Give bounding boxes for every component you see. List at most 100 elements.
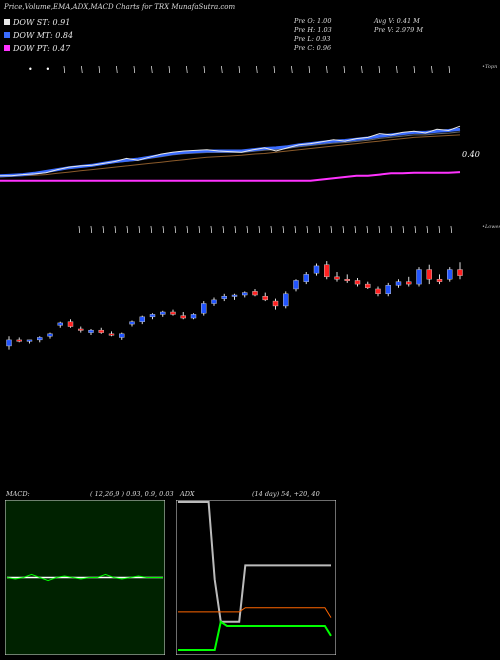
candle-body (457, 269, 463, 276)
candle-body (180, 315, 186, 319)
candle-body (375, 288, 381, 294)
arrow-mark: \ (138, 225, 141, 234)
arrow-mark: \ (221, 65, 224, 74)
arrow-mark: \ (326, 65, 329, 74)
legend-label-pt: DOW PT: 0.47 (13, 43, 71, 53)
candle-body (37, 337, 43, 341)
arrow-mark: \ (78, 225, 81, 234)
legend-dow-pt: DOW PT: 0.47 (4, 43, 70, 53)
ema-panel: • • \ \ \ \ \ \ \ \ \ \ \ \ \ \ \ \ \ \ \ \ \ \ \ •Topn 0.40 (0, 64, 497, 182)
arrow-mark: \ (151, 65, 154, 74)
legend-swatch-pt (4, 45, 10, 51)
arrow-mark: \ (396, 65, 399, 74)
arrow-mark: \ (414, 225, 417, 234)
candle-body (16, 339, 22, 342)
arrow-mark: \ (81, 65, 84, 74)
ema-value-label: 0.40 (462, 150, 480, 159)
candle-body (78, 328, 84, 331)
macd-params: ( 12,26,9 ) 0.93, 0.9, 0.03 (90, 490, 174, 498)
minus-di-line (178, 607, 332, 618)
legend-label-st: DOW ST: 0.91 (13, 17, 71, 27)
candle-body (129, 321, 135, 325)
arrow-mark: \ (258, 225, 261, 234)
arrow-mark: \ (256, 65, 259, 74)
pt-line (0, 171, 461, 182)
plus-di-line (178, 620, 332, 651)
stat-high: Pre H: 1.03 (294, 26, 332, 34)
arrow-mark: \ (273, 65, 276, 74)
arrow-mark: \ (98, 65, 101, 74)
candle-body (160, 311, 166, 315)
legend-swatch-mt (4, 32, 10, 38)
arrow-mark: • (28, 65, 33, 74)
candle-body (293, 280, 299, 290)
arrow-mark: \ (294, 225, 297, 234)
candle-body (365, 283, 371, 288)
price-panel: \ \ \ \ \ \ \ \ \ \ \ \ \ \ \ \ \ \ \ \ \ \ \ \ \ \ \ \ \ \ \ \ •Lowes (6, 224, 500, 350)
candle-body (354, 280, 361, 285)
arrow-mark: \ (246, 225, 249, 234)
arrow-mark: \ (343, 65, 346, 74)
candle-body (344, 279, 350, 281)
adx-title: ADX (180, 490, 195, 498)
candle-body (26, 339, 33, 342)
ema-top-right-label: •Topn (482, 64, 497, 70)
arrow-mark: \ (222, 225, 225, 234)
candle-body (88, 329, 94, 333)
chart-title: Price,Volume,EMA,ADX,MACD Charts for TRX (4, 3, 170, 11)
arrow-mark: \ (318, 225, 321, 234)
price-line (0, 125, 461, 177)
arrow-mark: \ (306, 225, 309, 234)
arrow-mark: \ (361, 65, 364, 74)
candle-body (98, 329, 104, 333)
candle-body (406, 281, 412, 285)
arrow-mark: \ (203, 65, 206, 74)
arrow-mark: \ (378, 225, 381, 234)
legend-dow-mt: DOW MT: 0.84 (4, 30, 73, 40)
candle-body (334, 276, 340, 280)
arrow-mark: \ (308, 65, 311, 74)
candle-body (6, 339, 12, 347)
macd-title: MACD: (6, 490, 30, 498)
arrow-mark: \ (116, 65, 119, 74)
candle-body (149, 314, 156, 318)
arrow-mark: \ (114, 225, 117, 234)
macd-panel (5, 500, 165, 655)
legend-swatch-st (4, 19, 10, 25)
candle-body (170, 311, 176, 315)
arrow-mark: \ (270, 225, 273, 234)
arrow-mark: \ (210, 225, 213, 234)
arrow-mark: \ (438, 225, 441, 234)
candle-body (313, 265, 320, 274)
candle-body (201, 303, 207, 314)
candle-body (447, 269, 453, 280)
stat-open: Pre O: 1.00 (294, 17, 332, 25)
ema-slow-line (0, 134, 461, 178)
arrow-mark: \ (126, 225, 129, 234)
arrow-mark: \ (168, 65, 171, 74)
legend-label-mt: DOW MT: 0.84 (13, 30, 74, 40)
arrow-mark: \ (174, 225, 177, 234)
candle-body (416, 269, 422, 285)
arrow-mark: \ (402, 225, 405, 234)
candle-body (395, 281, 402, 286)
candle-body (190, 314, 197, 319)
arrow-mark: \ (238, 65, 241, 74)
candle-body (57, 322, 63, 326)
arrow-mark: \ (102, 225, 105, 234)
arrow-mark: \ (448, 65, 451, 74)
legend-dow-st: DOW ST: 0.91 (4, 17, 70, 27)
adx-line (178, 501, 331, 623)
arrow-mark: \ (390, 225, 393, 234)
arrow-mark: \ (186, 225, 189, 234)
candle-body (436, 279, 443, 282)
arrow-mark: \ (426, 225, 429, 234)
candle-body (119, 333, 125, 338)
chart-header: Price,Volume,EMA,ADX,MACD Charts for TRX… (4, 3, 235, 11)
candle-body (47, 333, 53, 337)
candle-body (211, 299, 217, 304)
candle-body (252, 291, 258, 296)
adx-panel (176, 500, 336, 655)
candle-body (426, 269, 432, 280)
adx-background (176, 500, 336, 655)
